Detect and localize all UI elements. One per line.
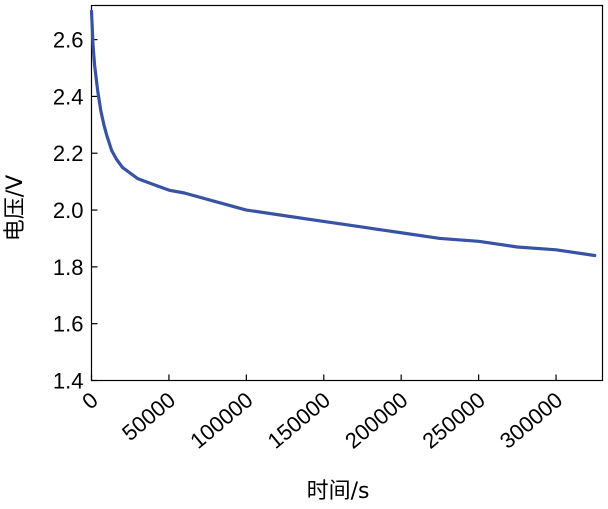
x-tick-label: 50000 xyxy=(117,387,180,445)
y-tick-label: 1.8 xyxy=(53,255,84,280)
x-tick-label: 0 xyxy=(77,387,102,414)
x-tick-label: 100000 xyxy=(185,387,257,453)
x-tick-label: 250000 xyxy=(418,387,490,453)
y-tick-label: 2.4 xyxy=(53,84,84,109)
x-axis: 0 50000 100000 150000 200000 250000 300000 xyxy=(77,374,567,454)
x-tick-label: 150000 xyxy=(263,387,335,453)
series-line xyxy=(89,9,597,258)
plot-frame xyxy=(90,4,604,382)
series-layer xyxy=(89,9,597,258)
x-tick-label: 200000 xyxy=(340,387,412,453)
x-axis-title: 时间/s xyxy=(307,479,370,504)
y-tick-label: 2.6 xyxy=(53,28,84,53)
y-tick-label: 2.2 xyxy=(53,141,84,166)
y-tick-label: 2.0 xyxy=(53,198,84,223)
y-tick-label: 1.4 xyxy=(53,369,84,394)
y-axis: 1.4 1.6 1.8 2.0 2.2 2.4 2.6 xyxy=(53,28,98,394)
y-axis-title: 电压/V xyxy=(3,175,28,241)
y-tick-label: 1.6 xyxy=(53,312,84,337)
x-tick-label: 300000 xyxy=(495,387,567,453)
